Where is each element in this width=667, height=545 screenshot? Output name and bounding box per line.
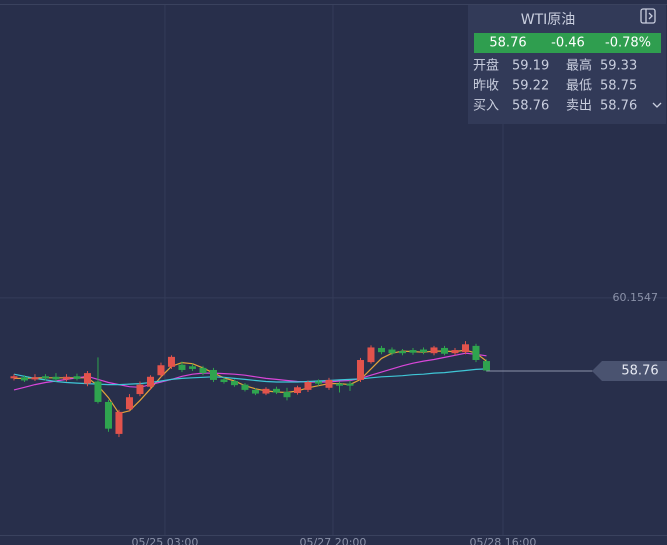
last-price-label: 58.76 xyxy=(621,364,658,379)
quote-label: 开盘 xyxy=(473,58,499,74)
quote-change: -0.46 xyxy=(551,36,585,51)
candle-body xyxy=(440,347,448,354)
quote-bar xyxy=(474,33,661,53)
last-price-tag xyxy=(592,361,667,382)
ma-line xyxy=(13,352,487,391)
candle-body xyxy=(293,387,301,394)
candle-body xyxy=(283,391,291,398)
quote-value: 59.22 xyxy=(512,79,549,94)
quote-price: 58.76 xyxy=(489,36,526,51)
candle-body xyxy=(20,377,28,381)
grid: 05/25 03:00 05/27 20:00 05/28 16:00 60.1547 xyxy=(0,5,667,545)
ma-line xyxy=(13,368,487,386)
quote-panel: WTI原油 58.76 -0.46 -0.78% 开盘 59.19 最高 59.33 昨… xyxy=(468,5,666,124)
quote-label: 卖出 xyxy=(566,99,592,114)
quote-value: 59.19 xyxy=(512,59,549,74)
candle-body xyxy=(220,379,228,383)
expand-icon[interactable] xyxy=(652,102,662,108)
candle-body xyxy=(451,350,459,354)
x-tick-label: 05/27 20:00 xyxy=(300,536,367,545)
candle-body xyxy=(115,411,123,434)
x-tick-label: 05/25 03:00 xyxy=(132,536,199,545)
candle-body xyxy=(188,366,196,369)
candle-body xyxy=(409,350,417,353)
candle-body xyxy=(157,365,165,376)
candle-body xyxy=(146,376,154,387)
candle-body xyxy=(167,356,175,367)
quote-value: 58.76 xyxy=(512,99,549,114)
panel-bg xyxy=(468,5,666,124)
candle-body xyxy=(262,388,270,394)
candle-body xyxy=(230,380,238,386)
collapse-icon[interactable] xyxy=(640,8,656,24)
quote-change-pct: -0.78% xyxy=(605,36,651,51)
ma-line xyxy=(14,349,487,415)
candle-body xyxy=(136,384,144,395)
candle-body xyxy=(335,383,343,386)
candle-body xyxy=(472,345,480,361)
quote-label: 买入 xyxy=(473,99,499,114)
candle-body xyxy=(125,397,133,410)
candle-body xyxy=(314,381,322,384)
candle-body xyxy=(356,360,364,380)
quote-title: WTI原油 xyxy=(521,12,576,28)
candle-body xyxy=(209,369,217,380)
quote-value: 58.76 xyxy=(600,99,637,114)
candle-body xyxy=(62,376,70,380)
candle-body xyxy=(94,381,102,402)
candle-body xyxy=(377,347,385,353)
candle-body xyxy=(199,367,207,374)
quote-value: 58.75 xyxy=(600,79,637,94)
candle-body xyxy=(367,347,375,363)
candle-body xyxy=(83,373,91,384)
candle-body xyxy=(52,376,60,380)
quote-label: 昨收 xyxy=(473,79,499,94)
candle-body xyxy=(461,344,469,353)
candle-body xyxy=(304,382,312,390)
candle-body xyxy=(251,389,259,394)
candle-body xyxy=(430,347,438,354)
candle-body xyxy=(10,376,18,379)
candle-body xyxy=(41,376,49,379)
quote-value: 59.33 xyxy=(600,59,637,74)
y-tick-label: 60.1547 xyxy=(613,291,659,304)
ma-lines xyxy=(13,349,487,415)
candle-body xyxy=(241,384,249,390)
candles: 58.76 xyxy=(10,341,667,438)
candle-body xyxy=(178,364,186,370)
quote-label: 最高 xyxy=(566,58,592,74)
candle-body xyxy=(31,377,39,380)
candle-body xyxy=(325,379,333,388)
candle-body xyxy=(272,388,280,393)
quote-label: 最低 xyxy=(566,79,592,94)
candle-body xyxy=(419,349,427,353)
x-tick-label: 05/28 16:00 xyxy=(470,536,537,545)
candle-body xyxy=(398,351,406,354)
candle-body xyxy=(73,376,81,379)
candle-body xyxy=(482,361,490,371)
candle-body xyxy=(104,401,112,429)
candle-body xyxy=(388,349,396,354)
candle-body xyxy=(346,383,354,386)
